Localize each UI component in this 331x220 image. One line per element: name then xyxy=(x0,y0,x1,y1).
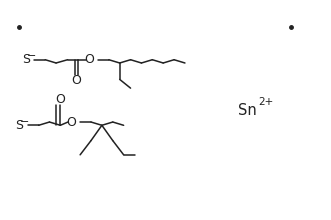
Text: S: S xyxy=(22,53,30,66)
Text: −: − xyxy=(20,117,29,127)
Text: O: O xyxy=(55,93,65,106)
Text: O: O xyxy=(66,116,76,128)
Text: −: − xyxy=(27,51,36,61)
Text: S: S xyxy=(16,119,24,132)
Text: 2+: 2+ xyxy=(258,97,273,107)
Text: O: O xyxy=(84,53,94,66)
Text: O: O xyxy=(71,74,81,87)
Text: Sn: Sn xyxy=(238,103,257,117)
